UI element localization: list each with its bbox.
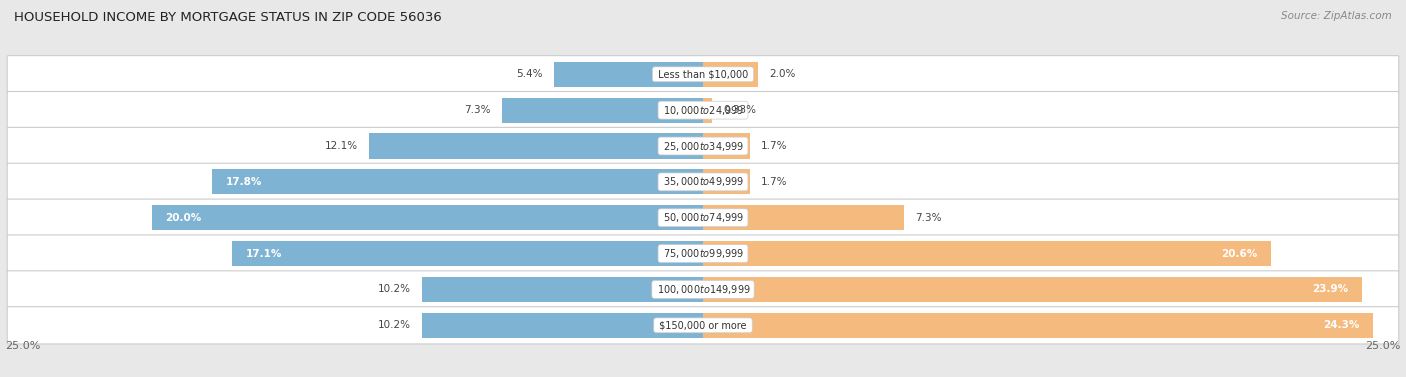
FancyBboxPatch shape [7, 56, 1399, 93]
Bar [703, 241, 1271, 266]
Text: $75,000 to $99,999: $75,000 to $99,999 [661, 247, 745, 260]
Text: 7.3%: 7.3% [915, 213, 942, 223]
Text: 23.9%: 23.9% [1312, 285, 1348, 294]
Text: $25,000 to $34,999: $25,000 to $34,999 [661, 139, 745, 153]
Bar [422, 313, 703, 338]
Text: $35,000 to $49,999: $35,000 to $49,999 [661, 175, 745, 188]
Text: 0.33%: 0.33% [723, 105, 756, 115]
Text: 7.3%: 7.3% [464, 105, 491, 115]
Bar [422, 277, 703, 302]
Text: $100,000 to $149,999: $100,000 to $149,999 [654, 283, 752, 296]
Text: 17.8%: 17.8% [226, 177, 263, 187]
Text: 25.0%: 25.0% [1365, 341, 1400, 351]
Text: 17.1%: 17.1% [246, 248, 281, 259]
Text: $50,000 to $74,999: $50,000 to $74,999 [661, 211, 745, 224]
Bar [152, 205, 703, 230]
Text: 10.2%: 10.2% [378, 320, 411, 330]
Text: 24.3%: 24.3% [1323, 320, 1360, 330]
Bar [703, 277, 1362, 302]
Bar [370, 133, 703, 159]
Bar [212, 169, 703, 195]
Text: 25.0%: 25.0% [6, 341, 41, 351]
Bar [232, 241, 703, 266]
Text: 1.7%: 1.7% [761, 141, 787, 151]
FancyBboxPatch shape [7, 127, 1399, 165]
Bar [554, 62, 703, 87]
Text: Source: ZipAtlas.com: Source: ZipAtlas.com [1281, 11, 1392, 21]
Text: 10.2%: 10.2% [378, 285, 411, 294]
Bar [703, 205, 904, 230]
Text: $10,000 to $24,999: $10,000 to $24,999 [661, 104, 745, 116]
Bar [703, 169, 749, 195]
Bar [703, 62, 758, 87]
FancyBboxPatch shape [7, 163, 1399, 201]
Text: 12.1%: 12.1% [325, 141, 359, 151]
Text: 2.0%: 2.0% [769, 69, 796, 79]
FancyBboxPatch shape [7, 92, 1399, 129]
Bar [703, 313, 1372, 338]
Text: Less than $10,000: Less than $10,000 [655, 69, 751, 79]
FancyBboxPatch shape [7, 307, 1399, 344]
FancyBboxPatch shape [7, 199, 1399, 236]
FancyBboxPatch shape [7, 271, 1399, 308]
Text: 5.4%: 5.4% [516, 69, 543, 79]
Bar [502, 98, 703, 123]
Text: 20.0%: 20.0% [166, 213, 201, 223]
Text: HOUSEHOLD INCOME BY MORTGAGE STATUS IN ZIP CODE 56036: HOUSEHOLD INCOME BY MORTGAGE STATUS IN Z… [14, 11, 441, 24]
FancyBboxPatch shape [7, 235, 1399, 272]
Text: $150,000 or more: $150,000 or more [657, 320, 749, 330]
Text: 20.6%: 20.6% [1220, 248, 1257, 259]
Text: 1.7%: 1.7% [761, 177, 787, 187]
Bar [703, 98, 711, 123]
Bar [703, 133, 749, 159]
